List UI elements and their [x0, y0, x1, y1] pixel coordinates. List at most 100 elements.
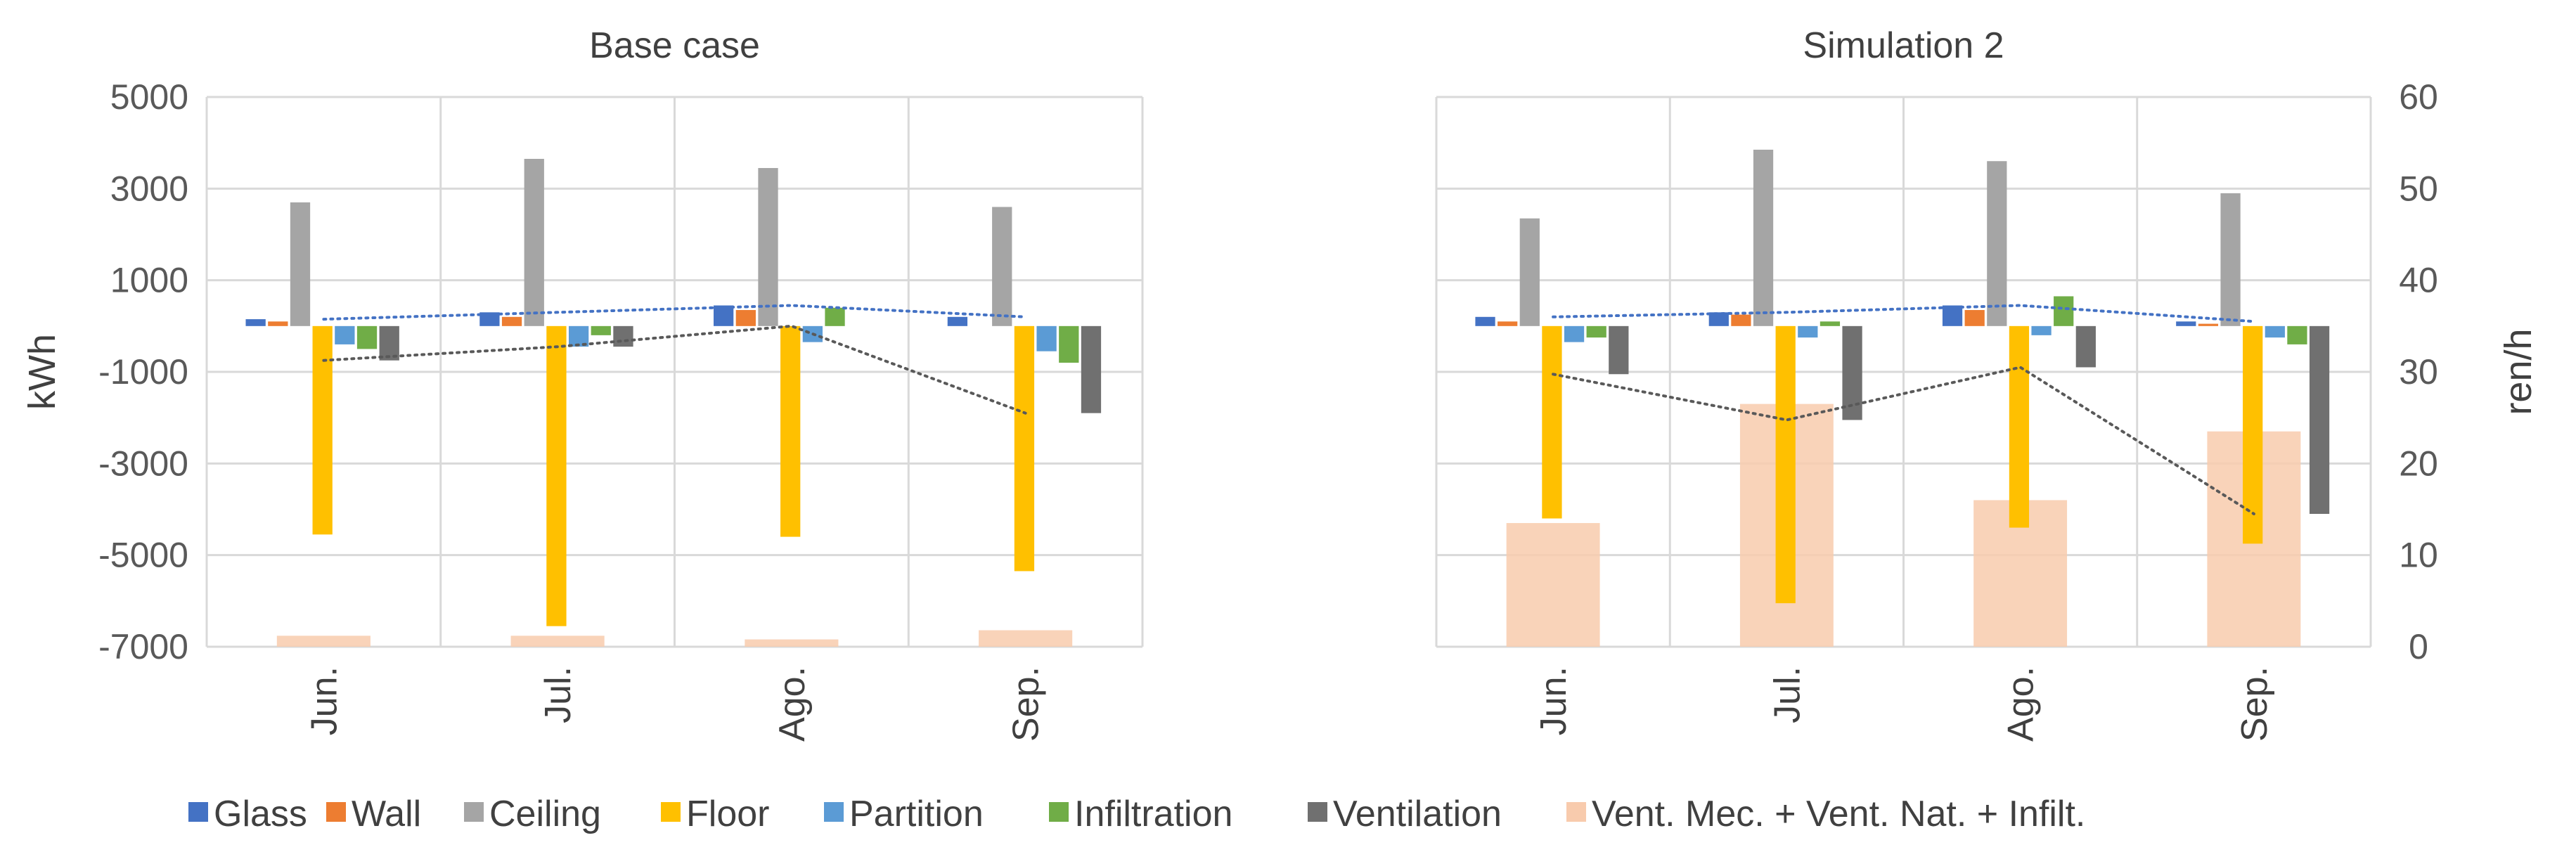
legend-swatch — [1566, 802, 1586, 822]
bar-vent-total-Ago. — [745, 639, 839, 647]
category-label: Sep. — [1006, 666, 1047, 742]
y2-tick-label: 30 — [2399, 352, 2438, 392]
y2-tick-label: 20 — [2399, 444, 2438, 483]
bar-infiltration-Jul. — [591, 325, 611, 335]
bar-floor-Sep. — [2243, 325, 2263, 544]
y2-tick-label: 10 — [2399, 536, 2438, 575]
trendline-ventilation — [1552, 366, 2255, 515]
legend-label: Infiltration — [1074, 794, 1232, 834]
bar-glass-Jun. — [245, 319, 266, 326]
bar-floor-Jul. — [546, 325, 567, 626]
y-tick-label: -1000 — [98, 352, 188, 392]
legend-swatch — [1308, 802, 1327, 822]
bar-glass-Ago. — [1942, 305, 1963, 326]
bar-wall-Jun. — [268, 321, 288, 326]
bar-wall-Sep. — [2198, 323, 2219, 326]
bar-partition-Jun. — [335, 325, 355, 344]
bar-vent-total-Sep. — [979, 630, 1073, 647]
bar-infiltration-Sep. — [1059, 325, 1079, 363]
bar-vent-total-Jul. — [510, 635, 605, 647]
bar-ceiling-Jun. — [290, 202, 311, 326]
y2-axis-label: ren/h — [2497, 328, 2539, 415]
y2-tick-label: 40 — [2399, 261, 2438, 300]
bar-wall-Jul. — [1731, 314, 1751, 326]
bar-infiltration-Jun. — [1586, 325, 1606, 338]
bar-glass-Jun. — [1475, 316, 1495, 326]
bar-infiltration-Jul. — [1820, 321, 1841, 326]
bar-infiltration-Sep. — [2287, 325, 2307, 344]
bar-ceiling-Jul. — [524, 158, 544, 326]
bar-floor-Ago. — [2009, 325, 2030, 528]
bar-wall-Ago. — [1964, 310, 1985, 326]
y-axis-label: kWh — [21, 334, 63, 410]
legend-label: Glass — [214, 794, 307, 834]
legend-label: Partition — [849, 794, 984, 834]
bar-ceiling-Sep. — [2220, 193, 2241, 326]
legend-label: Floor — [686, 794, 769, 834]
bar-partition-Jun. — [1564, 325, 1585, 342]
bar-infiltration-Jun. — [356, 325, 378, 349]
bar-floor-Sep. — [1014, 325, 1035, 572]
trendline-ventilation — [322, 324, 1027, 415]
legend-label: Vent. Mec. + Vent. Nat. + Infilt. — [1592, 794, 2085, 834]
bar-floor-Jun. — [1542, 325, 1562, 519]
legend-label: Ventilation — [1333, 794, 1502, 834]
bar-glass-Jul. — [479, 312, 500, 326]
bar-ventilation-Jun. — [1609, 325, 1629, 375]
y2-tick-label: 50 — [2399, 169, 2438, 208]
trendline-glass — [322, 304, 1027, 321]
legend-swatch — [188, 802, 208, 822]
chart-title: Base case — [589, 25, 760, 66]
category-label: Jun. — [1533, 666, 1574, 735]
bar-wall-Jul. — [501, 316, 522, 326]
y-tick-label: 5000 — [110, 77, 188, 117]
bar-infiltration-Ago. — [825, 307, 845, 326]
category-label: Jul. — [1767, 666, 1808, 723]
bar-ventilation-Sep. — [2309, 325, 2330, 515]
legend-label: Wall — [352, 794, 421, 834]
bar-vent-total-Jun. — [276, 635, 371, 647]
bar-floor-Jun. — [312, 325, 333, 535]
bar-ceiling-Ago. — [758, 168, 778, 326]
bar-floor-Ago. — [780, 325, 801, 537]
bar-ceiling-Ago. — [1987, 161, 2007, 326]
bar-ceiling-Jun. — [1519, 218, 1540, 326]
bar-floor-Jul. — [1775, 325, 1796, 604]
bar-glass-Sep. — [2176, 321, 2196, 326]
legend-swatch — [661, 802, 681, 822]
bar-wall-Ago. — [735, 310, 756, 326]
trendline-glass — [1552, 304, 2255, 323]
category-label: Jun. — [304, 666, 344, 735]
y-tick-label: -7000 — [98, 627, 188, 666]
bar-glass-Sep. — [947, 316, 968, 326]
y-tick-label: 3000 — [110, 169, 188, 208]
category-label: Ago. — [772, 666, 813, 742]
bar-ventilation-Sep. — [1081, 325, 1102, 413]
bar-partition-Ago. — [2031, 325, 2052, 335]
category-label: Jul. — [538, 666, 579, 723]
category-label: Sep. — [2234, 666, 2275, 742]
y2-tick-label: 60 — [2399, 77, 2438, 117]
bar-partition-Jul. — [1798, 325, 1818, 338]
legend-swatch — [326, 802, 346, 822]
bar-glass-Jul. — [1708, 312, 1729, 326]
bar-ceiling-Jul. — [1753, 149, 1774, 326]
bar-infiltration-Ago. — [2054, 296, 2074, 326]
category-label: Ago. — [2001, 666, 2042, 742]
y-tick-label: -3000 — [98, 444, 188, 483]
chart-title: Simulation 2 — [1803, 25, 2004, 66]
bar-ventilation-Ago. — [2075, 325, 2096, 368]
bar-partition-Sep. — [1036, 325, 1057, 351]
bar-ventilation-Jul. — [613, 325, 633, 347]
y-tick-label: -5000 — [98, 536, 188, 575]
legend-label: Ceiling — [489, 794, 601, 834]
legend-swatch — [464, 802, 484, 822]
bar-vent-total-Jun. — [1506, 523, 1600, 647]
y-tick-label: 1000 — [110, 261, 188, 300]
legend-swatch — [824, 802, 844, 822]
bar-ventilation-Jun. — [379, 325, 399, 361]
bar-wall-Jun. — [1498, 321, 1518, 326]
bar-ceiling-Sep. — [992, 207, 1012, 326]
y2-tick-label: 0 — [2409, 627, 2428, 666]
